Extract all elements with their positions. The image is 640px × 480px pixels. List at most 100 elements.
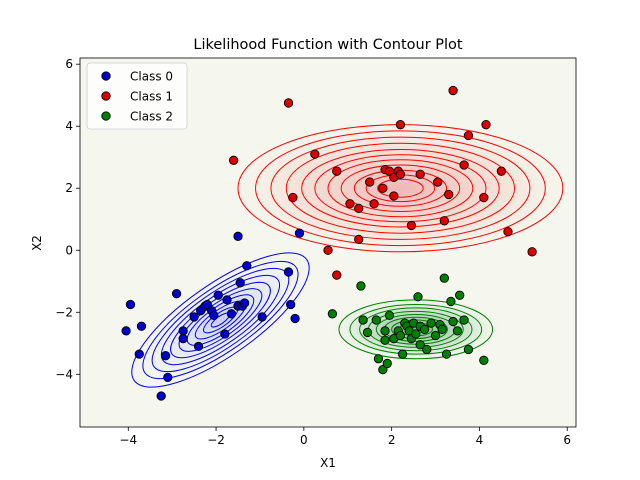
scatter-point (426, 318, 436, 328)
scatter-point (365, 177, 375, 187)
legend-marker (101, 71, 111, 81)
scatter-point (430, 330, 441, 341)
scatter-point (463, 130, 474, 141)
scatter-point (444, 189, 454, 200)
scatter-point (380, 335, 390, 345)
scatter-point (481, 120, 491, 130)
scatter-point (213, 290, 223, 300)
y-tick-label: −2 (55, 305, 73, 319)
contour-ring (131, 252, 310, 388)
scatter-point (441, 349, 452, 359)
scatter-point (371, 315, 381, 325)
scatter-point (356, 281, 366, 291)
scatter-point (226, 309, 237, 319)
density-shade-1 (213, 115, 576, 262)
scatter-point (257, 312, 267, 322)
scatter-point (415, 340, 425, 350)
scatter-point (283, 98, 294, 108)
density-shade-2 (327, 295, 505, 364)
scatter-point (193, 341, 204, 352)
y-axis-label: X2 (30, 235, 44, 251)
chart-title: Likelihood Function with Contour Plot (193, 37, 463, 53)
scatter-point (222, 295, 232, 305)
scatter-point (395, 120, 406, 130)
y-tick-label: 6 (65, 57, 73, 71)
contour-ring (359, 307, 473, 352)
contour-ring (314, 154, 487, 223)
scatter-point (242, 261, 252, 271)
x-axis-ticks: −4 −2 0 2 4 6 (119, 427, 571, 447)
scatter-point (286, 299, 296, 310)
x-tick-label: 2 (388, 433, 396, 447)
legend: Class 0 Class 1 Class 2 (86, 62, 188, 130)
scatter-point (433, 177, 443, 187)
scatter-point (369, 199, 379, 209)
scatter-point (288, 192, 298, 203)
scatter-point (413, 292, 423, 302)
scatter-point (439, 216, 449, 226)
legend-box (86, 62, 188, 130)
scatter-point (332, 166, 342, 176)
legend-label: Class 0 (130, 70, 173, 84)
scatter-point (496, 166, 507, 176)
scatter-point (283, 267, 294, 277)
scatter-point (463, 344, 474, 355)
legend-label: Class 2 (130, 110, 173, 124)
scatter-point (527, 247, 537, 257)
scatter-point (415, 169, 425, 179)
scatter-point (294, 228, 305, 238)
legend-marker (101, 91, 111, 101)
scatter-point (220, 329, 230, 339)
scatter-point (354, 234, 364, 245)
scatter-point (437, 324, 447, 334)
scatter-point (239, 298, 250, 308)
scatter-point (233, 231, 243, 241)
scatter-point (384, 310, 395, 321)
scatter-point (395, 169, 406, 179)
scatter-point (411, 329, 421, 339)
scatter-point (452, 326, 463, 336)
x-tick-label: −2 (207, 433, 225, 447)
scatter-point (209, 310, 219, 321)
y-tick-label: 0 (65, 243, 73, 257)
scatter-point (202, 299, 212, 310)
x-tick-label: 4 (476, 433, 484, 447)
y-tick-label: 2 (65, 181, 73, 195)
x-tick-label: 0 (300, 433, 308, 447)
scatter-point (389, 191, 399, 201)
density-shading (118, 115, 576, 398)
scatter-points (121, 85, 537, 401)
scatter-point (121, 326, 131, 336)
scatter-point (503, 226, 513, 237)
scatter-point (397, 349, 408, 359)
scatter-point (382, 358, 392, 369)
scatter-point (448, 316, 458, 327)
scatter-point (419, 324, 430, 334)
scatter-point (171, 289, 182, 299)
scatter-point (459, 160, 469, 170)
scatter-point (228, 155, 239, 165)
scatter-point (422, 344, 432, 355)
contour-ring (255, 130, 546, 247)
contour-ring (301, 148, 500, 228)
scatter-point (448, 85, 458, 96)
scatter-point (406, 220, 417, 231)
scatter-point (479, 355, 489, 365)
scatter-point (323, 245, 333, 255)
legend-label: Class 1 (130, 90, 173, 104)
scatter-point (459, 315, 469, 325)
scatter-point (189, 312, 199, 322)
y-tick-label: 4 (65, 119, 73, 133)
y-axis-ticks: −4 −2 0 2 4 6 (55, 57, 80, 381)
contour-ring (142, 260, 299, 380)
x-tick-label: −4 (119, 433, 137, 447)
scatter-point (378, 364, 388, 375)
scatter-point (373, 354, 384, 364)
y-tick-label: −4 (55, 367, 73, 381)
contour-ring (270, 136, 531, 240)
x-tick-label: 6 (563, 433, 571, 447)
scatter-point (332, 270, 342, 280)
scatter-point (395, 330, 406, 341)
contour-ring (349, 304, 483, 355)
